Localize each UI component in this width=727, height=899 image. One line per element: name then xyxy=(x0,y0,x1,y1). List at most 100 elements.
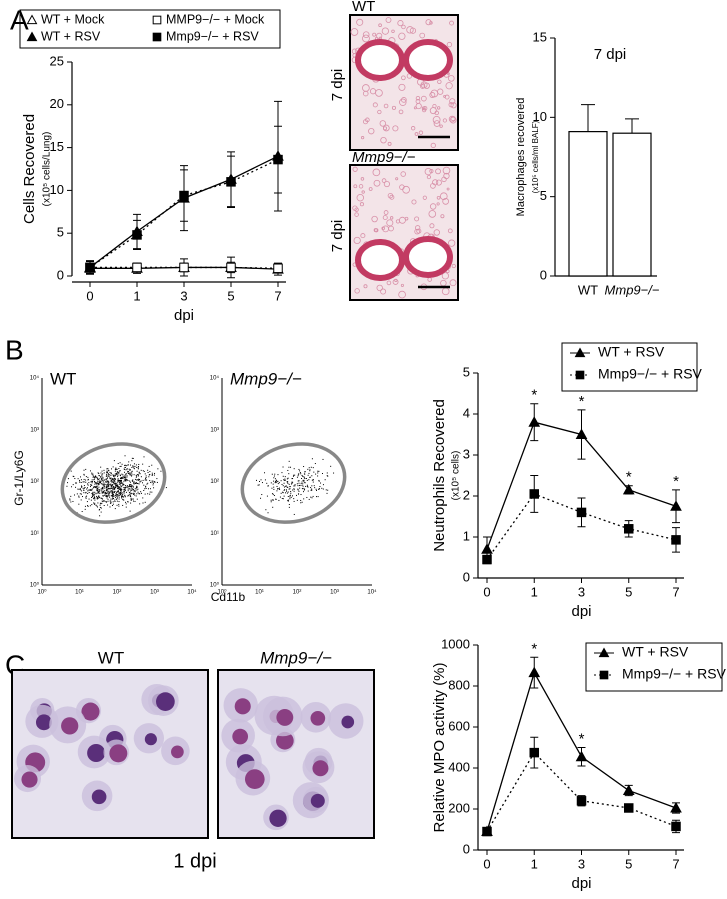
event xyxy=(69,498,71,500)
event xyxy=(81,485,83,487)
event xyxy=(128,468,130,470)
event xyxy=(83,474,85,476)
event xyxy=(100,477,102,479)
tissue xyxy=(353,184,358,189)
event xyxy=(84,505,86,507)
nucleus xyxy=(310,710,326,726)
tissue xyxy=(444,94,450,100)
event xyxy=(326,492,328,494)
event xyxy=(284,476,286,478)
legend-label: WT + RSV xyxy=(41,29,101,43)
tissue xyxy=(392,125,399,132)
event xyxy=(138,474,140,476)
event xyxy=(122,475,124,477)
axis-label: Gr-1/Ly6G xyxy=(12,450,26,506)
marker xyxy=(152,15,162,25)
event xyxy=(106,477,108,479)
tissue xyxy=(401,24,406,30)
event xyxy=(126,476,128,478)
event xyxy=(309,469,311,471)
tissue xyxy=(397,20,404,27)
event xyxy=(145,486,147,488)
event xyxy=(103,486,105,488)
event xyxy=(106,470,108,472)
event xyxy=(272,499,274,501)
event xyxy=(109,491,111,493)
tissue xyxy=(358,184,364,189)
event xyxy=(129,464,131,466)
event xyxy=(106,478,108,480)
event xyxy=(114,488,116,490)
event xyxy=(111,490,113,492)
event xyxy=(93,494,95,496)
event xyxy=(333,472,335,474)
event xyxy=(102,495,104,497)
tissue xyxy=(422,105,428,111)
event xyxy=(96,478,98,480)
event xyxy=(118,482,120,484)
event xyxy=(130,488,132,490)
tissue xyxy=(391,29,395,34)
event xyxy=(255,479,257,481)
event xyxy=(97,483,99,485)
event xyxy=(87,505,89,507)
event xyxy=(131,460,133,462)
event xyxy=(98,490,100,492)
event xyxy=(125,491,127,493)
tick-label: 10⁰ xyxy=(217,589,227,596)
event xyxy=(113,478,115,480)
event xyxy=(114,470,116,472)
event xyxy=(107,481,109,483)
event xyxy=(302,475,304,477)
event xyxy=(300,473,302,475)
event xyxy=(109,471,111,473)
event xyxy=(129,469,131,471)
event xyxy=(111,486,113,488)
event xyxy=(303,477,305,479)
tissue xyxy=(373,179,381,187)
event xyxy=(297,489,299,491)
event xyxy=(289,496,291,498)
x-tick-label: 5 xyxy=(625,584,632,599)
event xyxy=(98,491,100,493)
event xyxy=(130,484,132,486)
event xyxy=(125,485,127,487)
event xyxy=(88,498,90,500)
tick-label: 10³ xyxy=(150,590,159,596)
event xyxy=(107,488,109,490)
event xyxy=(128,486,130,488)
event xyxy=(109,490,111,492)
event xyxy=(101,470,103,472)
x-tick-label: 7 xyxy=(672,856,679,871)
marker xyxy=(622,483,635,495)
tissue xyxy=(354,212,359,217)
event xyxy=(86,488,88,490)
tissue xyxy=(446,187,450,191)
event xyxy=(100,490,102,492)
event xyxy=(116,496,118,498)
event xyxy=(303,481,305,483)
event xyxy=(115,467,117,469)
event xyxy=(273,495,275,497)
tissue xyxy=(372,102,378,108)
event xyxy=(112,498,114,500)
event xyxy=(120,493,122,495)
event xyxy=(275,482,277,484)
legend-label: Mmp9−/− + RSV xyxy=(598,366,703,382)
event xyxy=(312,495,314,497)
event xyxy=(123,484,125,486)
tissue xyxy=(386,280,392,286)
event xyxy=(105,475,107,477)
event xyxy=(87,478,89,480)
event xyxy=(82,481,84,483)
event xyxy=(135,476,137,478)
event xyxy=(105,478,107,480)
tissue xyxy=(415,95,421,101)
event xyxy=(116,494,118,496)
event xyxy=(111,495,113,497)
event xyxy=(106,492,108,494)
event xyxy=(100,483,102,485)
event xyxy=(138,471,140,473)
event xyxy=(75,482,77,484)
marker xyxy=(132,230,142,240)
